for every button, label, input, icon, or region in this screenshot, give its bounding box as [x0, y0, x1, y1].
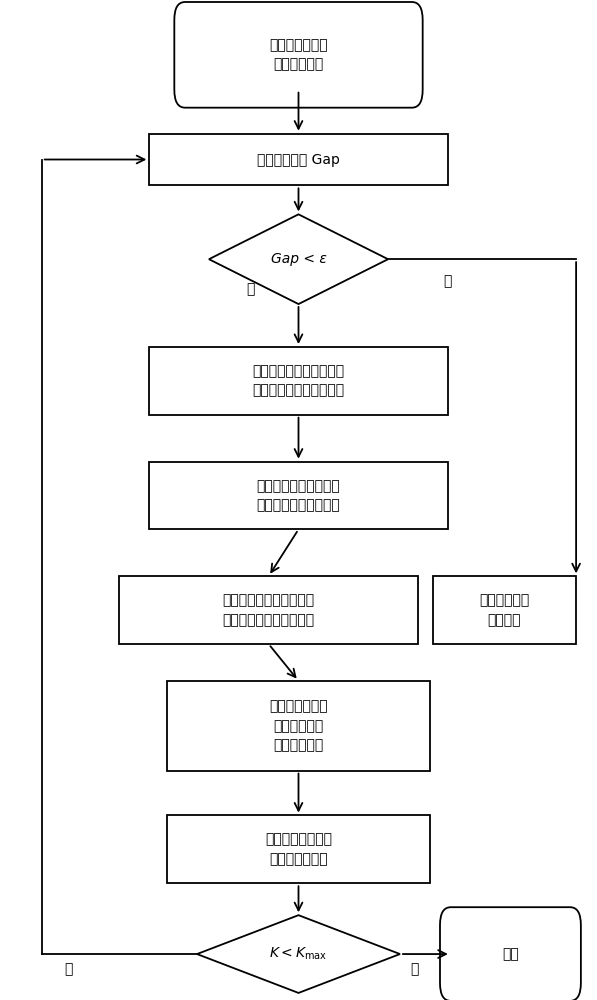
Text: 否: 否	[411, 962, 419, 976]
Text: $K < K_{\rm max}$: $K < K_{\rm max}$	[269, 946, 328, 962]
FancyBboxPatch shape	[174, 2, 423, 108]
Text: 计算迭代步长，
并更新变量及
拉格朗日乘子: 计算迭代步长， 并更新变量及 拉格朗日乘子	[269, 699, 328, 752]
FancyBboxPatch shape	[440, 907, 581, 1000]
FancyBboxPatch shape	[149, 347, 448, 415]
FancyBboxPatch shape	[167, 681, 430, 771]
Text: 获取电网参数，
并初始化程序: 获取电网参数， 并初始化程序	[269, 38, 328, 72]
FancyBboxPatch shape	[149, 134, 448, 185]
Text: 否: 否	[247, 282, 255, 296]
FancyBboxPatch shape	[433, 576, 576, 644]
Text: 计算常数项，求解修正方
程组，得到各变量的增量: 计算常数项，求解修正方 程组，得到各变量的增量	[223, 593, 315, 627]
FancyBboxPatch shape	[167, 815, 430, 883]
Text: 是: 是	[444, 274, 452, 288]
Text: 更新线路电阻，重
新求解导纳矩阵: 更新线路电阻，重 新求解导纳矩阵	[265, 833, 332, 866]
Text: 是: 是	[64, 962, 73, 976]
Text: 输出最优解和
相关参数: 输出最优解和 相关参数	[479, 593, 530, 627]
FancyBboxPatch shape	[119, 576, 418, 644]
Text: Gap < ε: Gap < ε	[270, 252, 327, 266]
Text: 根据发电机出力进行潮流
计算，得到线路无功功率: 根据发电机出力进行潮流 计算，得到线路无功功率	[253, 364, 344, 398]
Text: 结束: 结束	[502, 947, 519, 961]
Text: 计算引入温度变量的雅
克比矩阵和海森矩阵等: 计算引入温度变量的雅 克比矩阵和海森矩阵等	[257, 479, 340, 512]
FancyBboxPatch shape	[149, 462, 448, 529]
Polygon shape	[197, 915, 400, 993]
Text: 计算互补间隙 Gap: 计算互补间隙 Gap	[257, 153, 340, 167]
Polygon shape	[209, 214, 388, 304]
